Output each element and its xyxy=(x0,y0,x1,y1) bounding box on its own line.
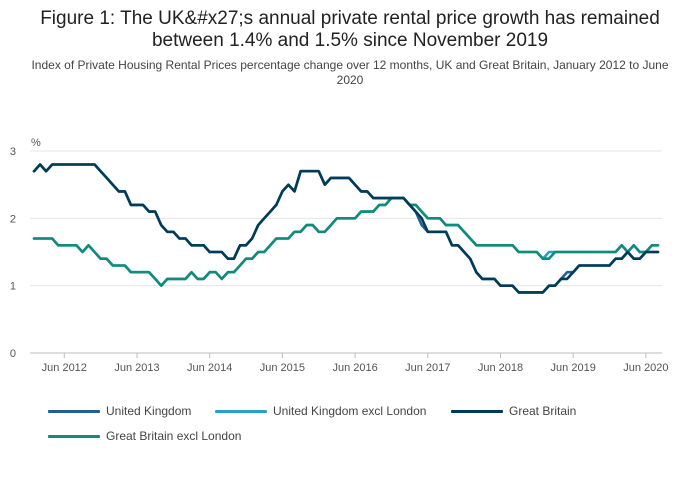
legend-label: Great Britain excl London xyxy=(106,429,242,443)
legend-swatch xyxy=(48,434,100,438)
legend-item-gb-excl-london[interactable]: Great Britain excl London xyxy=(48,429,241,443)
y-tick-label: 2 xyxy=(10,213,16,225)
y-axis-label: % xyxy=(31,137,41,149)
x-tick-label: Jun 2012 xyxy=(42,362,87,374)
x-axis: Jun 2012 Jun 2013 Jun 2014 Jun 2015 Jun 2016… xyxy=(42,353,669,374)
series-line-united-kingdom-excl-london[interactable] xyxy=(32,196,660,287)
series-line-great-britain[interactable] xyxy=(32,163,660,294)
y-axis: 0 1 2 3 xyxy=(10,146,16,360)
legend-item-united-kingdom[interactable]: United Kingdom xyxy=(48,404,191,418)
series-line-united-kingdom[interactable] xyxy=(32,163,660,294)
legend-swatch xyxy=(48,409,100,413)
legend-item-uk-excl-london[interactable]: United Kingdom excl London xyxy=(215,404,426,418)
series-lines xyxy=(32,163,660,294)
x-tick-label: Jun 2018 xyxy=(478,362,523,374)
y-tick-label: 1 xyxy=(10,281,16,293)
x-tick-label: Jun 2013 xyxy=(114,362,159,374)
series-line-great-britain-excl-london[interactable] xyxy=(32,196,660,287)
y-tick-label: 0 xyxy=(10,348,16,360)
legend-swatch xyxy=(215,409,267,413)
x-tick-label: Jun 2017 xyxy=(405,362,450,374)
legend-label: Great Britain xyxy=(509,404,577,418)
x-tick-label: Jun 2014 xyxy=(187,362,232,374)
y-tick-label: 3 xyxy=(10,146,16,158)
x-tick-label: Jun 2016 xyxy=(332,362,377,374)
x-tick-label: Jun 2020 xyxy=(623,362,668,374)
legend-label: United Kingdom xyxy=(106,404,192,418)
legend-label: United Kingdom excl London xyxy=(273,404,427,418)
x-tick-label: Jun 2015 xyxy=(260,362,305,374)
chart-title: Figure 1: The UK&#x27;s annual private r… xyxy=(40,8,660,51)
legend-item-great-britain[interactable]: Great Britain xyxy=(451,404,576,418)
legend-swatch xyxy=(451,409,503,413)
x-tick-label: Jun 2019 xyxy=(551,362,596,374)
chart-subtitle: Index of Private Housing Rental Prices p… xyxy=(31,58,669,87)
